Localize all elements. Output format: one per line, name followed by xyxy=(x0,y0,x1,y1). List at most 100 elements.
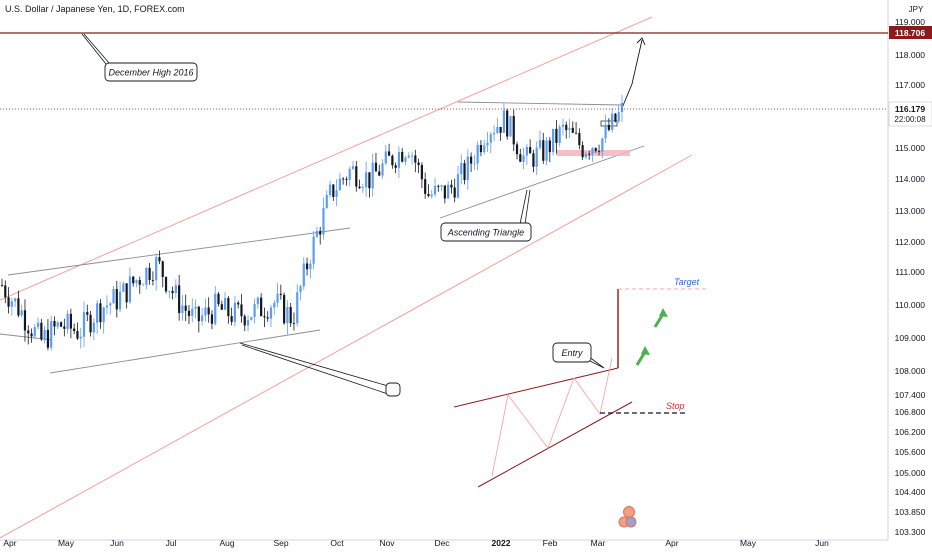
candle-body xyxy=(401,151,404,162)
candle-body xyxy=(82,312,86,337)
channel-upper-line xyxy=(0,16,653,301)
candle-body xyxy=(574,132,578,134)
candle-body xyxy=(273,302,276,308)
candle-body xyxy=(332,184,335,197)
candle-body xyxy=(561,124,565,127)
candle-body xyxy=(292,323,296,324)
candle-body xyxy=(456,174,460,198)
candle-body xyxy=(256,297,259,305)
candle-body xyxy=(447,184,450,199)
time-tick-label: Feb xyxy=(543,538,558,548)
candle-body xyxy=(410,155,414,157)
green-arrow-2-head xyxy=(659,308,668,317)
candle-body xyxy=(145,267,148,285)
svg-text:116.179: 116.179 xyxy=(895,104,926,114)
price-tick-label: 117.000 xyxy=(895,80,925,90)
candle-body xyxy=(584,153,588,158)
candle-body xyxy=(115,289,118,310)
ascending-triangle-callout[interactable]: Ascending Triangle xyxy=(440,189,532,242)
candle-body xyxy=(118,291,122,310)
candle-body xyxy=(443,185,446,199)
candle-body xyxy=(345,179,348,181)
candle-body xyxy=(578,133,581,146)
empty-callout[interactable] xyxy=(239,342,401,397)
price-tick-label: 106.800 xyxy=(895,407,926,417)
candle-body xyxy=(164,277,168,292)
candle-body xyxy=(325,195,328,208)
svg-text:22:00:08: 22:00:08 xyxy=(894,115,926,124)
candle-body xyxy=(168,290,171,292)
candle-body xyxy=(253,304,256,318)
candle-body xyxy=(223,298,227,310)
candle-body xyxy=(404,157,407,162)
projection-drawings xyxy=(453,288,706,488)
us-flag-event-icons[interactable] xyxy=(618,506,637,528)
candle-body xyxy=(328,184,332,196)
candle-body xyxy=(286,307,289,324)
candle-body xyxy=(407,155,410,158)
candle-body xyxy=(201,315,204,322)
candle-body xyxy=(207,307,210,315)
december-high-label: December High 2016 xyxy=(108,68,193,78)
candle-body xyxy=(617,112,620,122)
candle-body xyxy=(125,283,128,303)
price-tick-label: 112.000 xyxy=(895,237,925,247)
candle-body xyxy=(558,126,561,143)
candle-body xyxy=(319,230,322,235)
december-high-callout[interactable]: December High 2016 xyxy=(81,33,198,82)
triangle-top-line xyxy=(457,101,623,106)
candle-body xyxy=(128,276,132,303)
candle-body xyxy=(565,124,568,130)
candle-body xyxy=(138,280,141,285)
candle-body xyxy=(105,305,109,308)
candle-body xyxy=(227,298,230,317)
candle-body xyxy=(417,162,420,166)
candle-body xyxy=(73,328,76,332)
candle-body xyxy=(243,316,246,326)
candle-body xyxy=(66,313,69,329)
plot-area[interactable] xyxy=(0,0,888,540)
candle-body xyxy=(591,148,594,155)
candle-body xyxy=(470,156,473,164)
projection-upper-line xyxy=(453,367,619,408)
candle-body xyxy=(240,304,243,317)
time-tick-label: Jun xyxy=(110,538,124,548)
candle-body xyxy=(607,125,610,130)
time-axis[interactable]: Apr May Jun Jul Aug Sep Oct Nov Dec 2022 Feb Mar Apr… xyxy=(3,538,829,548)
candle-body xyxy=(342,178,345,180)
candle-body xyxy=(463,163,466,181)
candle-body xyxy=(378,171,381,176)
candle-body xyxy=(194,306,197,309)
candle-body xyxy=(466,156,469,181)
candle-body xyxy=(371,162,374,189)
price-tick-label: 110.000 xyxy=(895,300,925,310)
candle-body xyxy=(430,194,433,197)
price-tick-label: 115.000 xyxy=(895,143,925,153)
candle-body xyxy=(424,179,427,194)
candle-body xyxy=(214,293,217,324)
candle-body xyxy=(46,329,50,348)
candle-body xyxy=(305,263,309,270)
time-tick-label: Sep xyxy=(273,538,288,548)
candle-body xyxy=(302,263,305,287)
time-tick-label: Mar xyxy=(591,538,606,548)
candle-body xyxy=(512,115,515,145)
candle-body xyxy=(109,303,112,306)
candle-body xyxy=(489,134,492,143)
candle-body xyxy=(59,322,63,327)
price-tick-label: 108.000 xyxy=(895,366,926,376)
candle-body xyxy=(96,303,99,323)
time-tick-label: 2022 xyxy=(492,538,511,548)
price-axis-panel[interactable] xyxy=(888,0,932,550)
price-tick-label: 105.000 xyxy=(895,468,926,478)
candle-body xyxy=(394,165,397,168)
price-tick-label: 103.300 xyxy=(895,527,926,537)
entry-callout[interactable]: Entry xyxy=(552,342,605,369)
candle-body xyxy=(14,298,17,302)
candle-body xyxy=(315,230,319,237)
candle-body xyxy=(312,236,315,264)
candle-body xyxy=(30,333,33,337)
svg-text:118.706: 118.706 xyxy=(895,28,926,38)
